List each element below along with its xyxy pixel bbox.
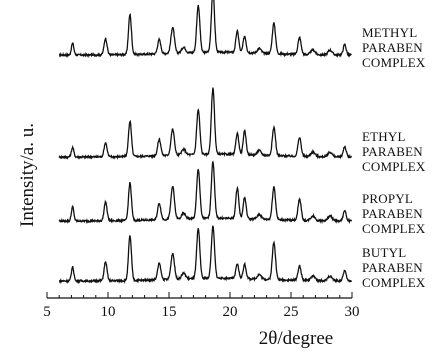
series-label-line: METHYL xyxy=(362,25,418,40)
series-label-line: COMPLEX xyxy=(362,55,426,70)
series-line-butyl xyxy=(58,225,353,285)
x-tick-label: 5 xyxy=(43,304,51,320)
series-line-methyl xyxy=(58,0,352,59)
series-label-ethyl: ETHYL PARABEN COMPLEX xyxy=(362,129,426,174)
x-axis-label: 2θ/degree xyxy=(258,328,334,349)
series-label-propyl: PROPYL PARABEN COMPLEX xyxy=(362,191,426,236)
series-label-line: PARABEN xyxy=(362,206,423,221)
series-label-line: PROPYL xyxy=(362,191,414,206)
plot-lines xyxy=(58,0,353,285)
series-label-line: BUTYL xyxy=(362,245,407,260)
series-label-line: PARABEN xyxy=(362,144,423,159)
y-axis-label: Intensity/a. u. xyxy=(17,123,38,227)
x-tick-label: 20 xyxy=(222,304,238,320)
series-line-ethyl xyxy=(58,87,352,160)
series-label-line: COMPLEX xyxy=(362,159,426,174)
x-tick-label: 10 xyxy=(100,304,116,320)
series-label-line: COMPLEX xyxy=(362,275,426,290)
series-label-line: PARABEN xyxy=(362,40,423,55)
series-line-propyl xyxy=(58,160,353,225)
x-tick-label: 15 xyxy=(161,304,177,320)
series-label-line: COMPLEX xyxy=(362,221,426,236)
series-label-methyl: METHYL PARABEN COMPLEX xyxy=(362,25,426,70)
series-label-butyl: BUTYL PARABEN COMPLEX xyxy=(362,245,426,290)
x-tick-label: 25 xyxy=(283,304,299,320)
series-label-line: PARABEN xyxy=(362,260,423,275)
x-axis-ticks xyxy=(46,292,353,298)
series-label-line: ETHYL xyxy=(362,129,406,144)
x-tick-label: 30 xyxy=(344,304,360,320)
